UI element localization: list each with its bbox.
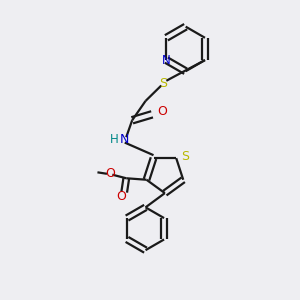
- Text: O: O: [116, 190, 126, 203]
- Text: H: H: [110, 133, 118, 146]
- Text: S: S: [159, 76, 167, 90]
- Text: N: N: [162, 54, 171, 67]
- Text: O: O: [158, 106, 167, 118]
- Text: O: O: [105, 167, 115, 180]
- Text: S: S: [181, 151, 189, 164]
- Text: N: N: [120, 133, 129, 146]
